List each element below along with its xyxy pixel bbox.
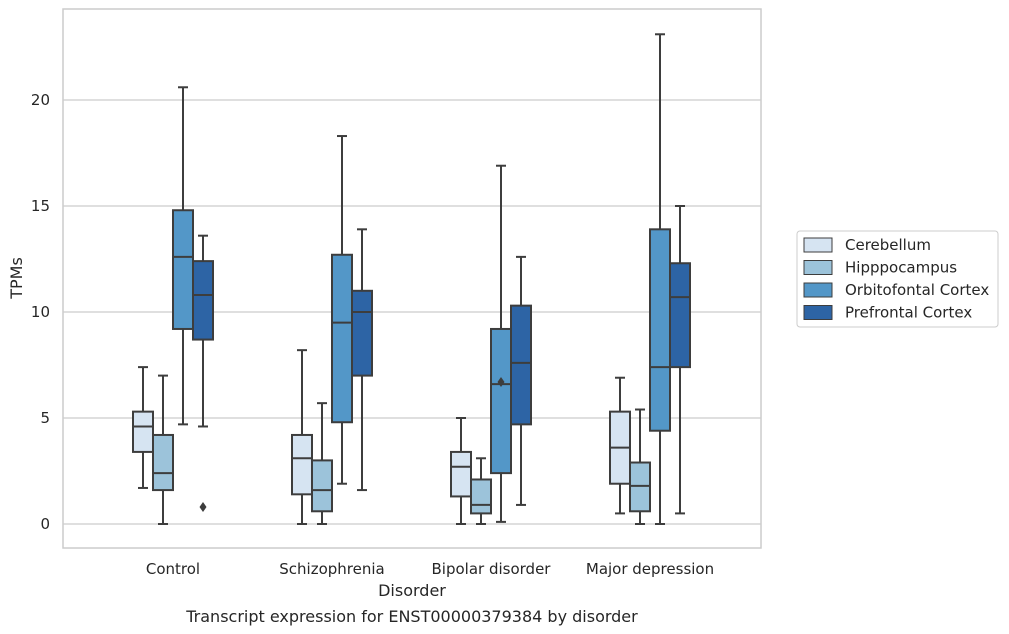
y-tick-label: 20: [31, 91, 50, 109]
y-tick-label: 5: [40, 409, 50, 427]
y-tick-label: 10: [31, 303, 50, 321]
box-prefrontal-cortex-0: [192, 234, 214, 513]
box-body: [669, 262, 691, 369]
box-prefrontal-cortex-1: [351, 228, 373, 492]
legend-swatch: [803, 260, 833, 275]
legend: Cerebellum Hipppocampus Orbitofontal Corte…: [796, 230, 999, 328]
legend-swatch: [803, 237, 833, 253]
box-body: [351, 289, 373, 377]
x-tick-label: Bipolar disorder: [432, 560, 552, 578]
box-body: [192, 260, 214, 341]
box-body: [649, 228, 671, 432]
x-axis-label: Disorder: [378, 581, 446, 600]
box-prefrontal-cortex-2: [510, 255, 532, 506]
box-hipppocampus-2: [470, 457, 492, 525]
box-hipppocampus-0: [152, 374, 174, 525]
legend-label: Orbitofontal Cortex: [845, 281, 989, 299]
box-body: [629, 461, 651, 513]
plot-frame: [62, 8, 762, 549]
box-cerebellum-0: [132, 366, 154, 489]
box-body: [311, 459, 333, 513]
legend-swatch: [803, 305, 833, 320]
y-tick-label: 0: [40, 515, 50, 533]
box-prefrontal-cortex-3: [669, 205, 691, 515]
y-axis-ticks: 0 5 10 15 20: [31, 91, 50, 533]
box-body: [470, 478, 492, 515]
box-cerebellum-2: [450, 417, 472, 525]
y-tick-label: 15: [31, 197, 50, 215]
box-cerebellum-1: [291, 349, 313, 525]
box-body: [152, 433, 174, 492]
legend-label: Cerebellum: [845, 236, 931, 254]
box-hipppocampus-3: [629, 408, 651, 525]
outlier-point: [199, 502, 207, 513]
box-groups: [132, 33, 691, 525]
box-body: [490, 327, 512, 475]
x-tick-label: Major depression: [586, 560, 714, 578]
x-tick-label: Schizophrenia: [279, 560, 384, 578]
legend-label: Prefrontal Cortex: [845, 304, 972, 322]
box-body: [132, 410, 154, 453]
box-orbitofontal-cortex-3: [649, 33, 671, 525]
box-hipppocampus-1: [311, 402, 333, 525]
box-cerebellum-3: [609, 376, 631, 515]
box-orbitofontal-cortex-2: [490, 164, 512, 523]
box-body: [291, 433, 313, 496]
legend-frame: [796, 230, 999, 328]
x-tick-label: Control: [146, 560, 200, 578]
y-axis-label: TPMs: [7, 257, 26, 300]
box-body: [450, 450, 472, 498]
legend-swatch: [803, 282, 833, 298]
box-body: [510, 304, 532, 426]
chart-caption: Transcript expression for ENST0000037938…: [185, 607, 638, 626]
box-body: [331, 253, 353, 424]
x-axis-ticks: Control Schizophrenia Bipolar disorder Majo…: [146, 560, 714, 578]
box-orbitofontal-cortex-1: [331, 135, 353, 485]
box-body: [172, 209, 194, 330]
legend-label: Hipppocampus: [845, 259, 957, 277]
outlier-point: [497, 376, 505, 387]
box-orbitofontal-cortex-0: [172, 86, 194, 426]
